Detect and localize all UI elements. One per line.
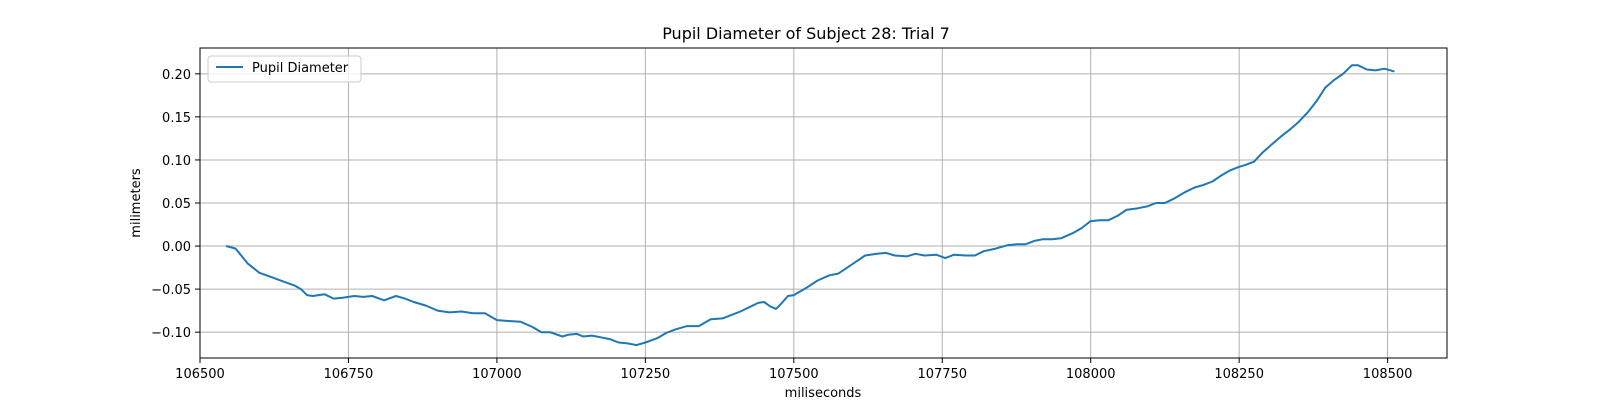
chart-title: Pupil Diameter of Subject 28: Trial 7 [662, 24, 950, 43]
plot-frame [199, 47, 1448, 359]
x-tick-label: 107000 [472, 367, 522, 382]
series-line [225, 64, 1395, 347]
x-tick-label: 107500 [769, 367, 819, 382]
x-axis-label: miliseconds [785, 386, 862, 400]
legend-label: Pupil Diameter [252, 61, 349, 76]
axis-ticks: 106500 106750 107000 107250 107500 107750 1080… [151, 68, 1412, 382]
grid [199, 48, 1447, 358]
y-tick-label: −0.05 [151, 283, 191, 298]
x-tick-label: 106500 [175, 367, 225, 382]
y-tick-label: −0.10 [151, 326, 191, 341]
legend-box [207, 55, 362, 83]
y-axis-label: milimeters [129, 168, 144, 238]
y-tick-label: 0.00 [162, 240, 191, 255]
plot-series [225, 64, 1395, 347]
legend: Pupil Diameter [207, 55, 362, 83]
x-tick-label: 108500 [1363, 367, 1413, 382]
y-tick-label: 0.05 [162, 197, 191, 212]
y-tick-label: 0.20 [162, 68, 191, 83]
y-tick-label: 0.10 [162, 154, 191, 169]
x-tick-label: 106750 [324, 367, 374, 382]
x-tick-label: 108000 [1066, 367, 1116, 382]
y-tick-label: 0.15 [162, 111, 191, 126]
x-tick-label: 108250 [1214, 367, 1264, 382]
x-tick-label: 107250 [621, 367, 671, 382]
x-tick-label: 107750 [917, 367, 967, 382]
